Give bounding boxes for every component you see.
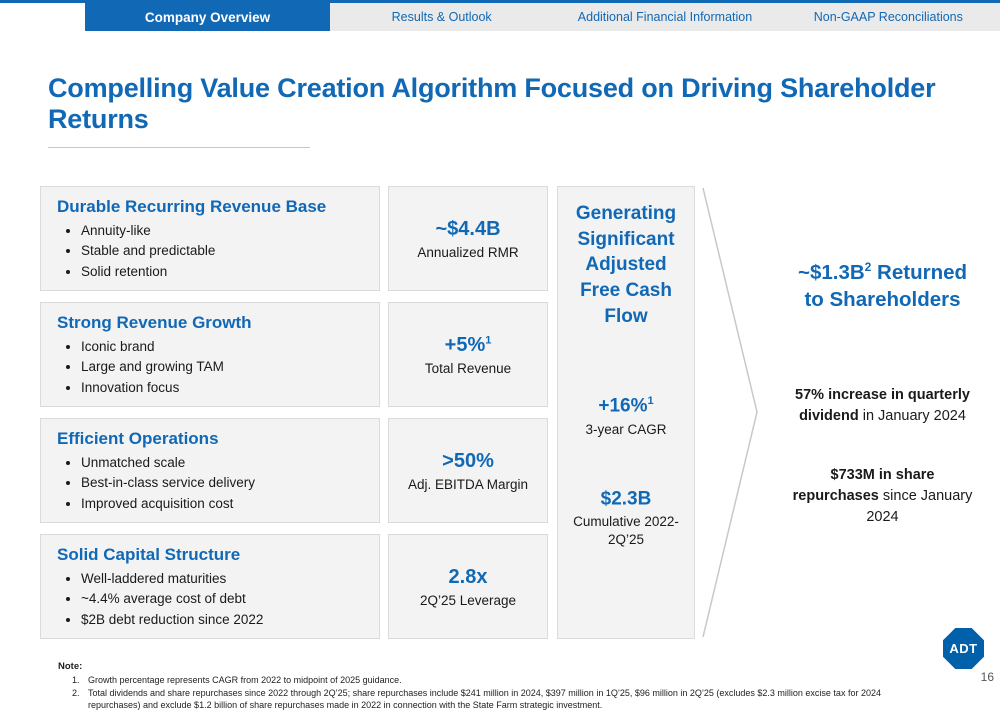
metric-label: Adj. EBITDA Margin xyxy=(407,476,529,492)
free-cash-flow-panel: Generating Significant Adjusted Free Cas… xyxy=(557,186,695,639)
bullet-item: Innovation focus xyxy=(81,378,365,398)
pillar-bullets: Annuity-like Stable and predictable Soli… xyxy=(57,221,365,282)
fcf-heading: Generating Significant Adjusted Free Cas… xyxy=(575,203,677,327)
return-item-repurchases: $733M in share repurchases since January… xyxy=(792,467,973,526)
tab-bar-inactive-region: Results & Outlook Additional Financial I… xyxy=(330,3,1000,31)
metric-adj-ebitda-margin: >50% Adj. EBITDA Margin xyxy=(388,418,548,523)
pillar-bullets: Iconic brand Large and growing TAM Innov… xyxy=(57,337,365,398)
tab-company-overview-label: Company Overview xyxy=(144,9,271,25)
pillar-heading: Efficient Operations xyxy=(57,429,219,448)
pillar-bullets: Well-laddered maturities ~4.4% average c… xyxy=(57,569,365,630)
bullet-item: Well-laddered maturities xyxy=(81,569,365,589)
tab-non-gaap-reconciliations[interactable]: Non-GAAP Reconciliations xyxy=(777,3,1000,31)
title-divider xyxy=(48,147,310,148)
bullet-item: $2B debt reduction since 2022 xyxy=(81,610,365,630)
pillar-heading: Strong Revenue Growth xyxy=(57,313,252,332)
metric-value: 2.8x xyxy=(448,565,488,588)
adt-logo: ADT xyxy=(943,628,984,669)
pillar-efficient-operations: Efficient Operations Unmatched scale Bes… xyxy=(40,418,380,523)
metric-value: >50% xyxy=(442,449,494,472)
pillar-heading: Solid Capital Structure xyxy=(57,545,241,564)
returns-headline: ~$1.3B2 Returned to Shareholders xyxy=(797,260,968,311)
metric-value: +5%1 xyxy=(444,333,492,356)
slide-title: Compelling Value Creation Algorithm Focu… xyxy=(48,73,936,134)
bullet-item: Best-in-class service delivery xyxy=(81,473,365,493)
metric-label: Total Revenue xyxy=(424,360,512,376)
pillar-durable-recurring-revenue: Durable Recurring Revenue Base Annuity-l… xyxy=(40,186,380,291)
tab-non-gaap-reconciliations-label: Non-GAAP Reconciliations xyxy=(813,10,963,24)
tab-results-outlook[interactable]: Results & Outlook xyxy=(330,3,553,31)
main-content: Durable Recurring Revenue Base Annuity-l… xyxy=(40,186,1000,639)
pillar-solid-capital-structure: Solid Capital Structure Well-laddered ma… xyxy=(40,534,380,639)
tab-bar-left-spacer xyxy=(0,3,85,31)
bullet-item: Stable and predictable xyxy=(81,241,365,261)
footnote-1: Growth percentage represents CAGR from 2… xyxy=(82,674,905,687)
return-item-dividend: 57% increase in quarterly dividend in Ja… xyxy=(795,387,970,425)
pillar-strong-revenue-growth: Strong Revenue Growth Iconic brand Large… xyxy=(40,302,380,407)
pillars-column: Durable Recurring Revenue Base Annuity-l… xyxy=(40,186,380,639)
fcf-stat-label: 3-year CAGR xyxy=(585,421,667,437)
metric-leverage: 2.8x 2Q’25 Leverage xyxy=(388,534,548,639)
bullet-item: Iconic brand xyxy=(81,337,365,357)
metric-label: 2Q’25 Leverage xyxy=(419,592,517,608)
bullet-item: Solid retention xyxy=(81,262,365,282)
top-tab-bar: Company Overview Results & Outlook Addit… xyxy=(0,0,1000,31)
bullet-item: Annuity-like xyxy=(81,221,365,241)
bullet-item: Large and growing TAM xyxy=(81,357,365,377)
metric-label: Annualized RMR xyxy=(417,244,519,260)
fcf-stat-cagr: +16%1 3-year CAGR xyxy=(566,395,686,438)
bullet-item: Improved acquisition cost xyxy=(81,494,365,514)
bullet-item: Unmatched scale xyxy=(81,453,365,473)
tab-additional-financial-information-label: Additional Financial Information xyxy=(577,10,753,24)
page-number: 16 xyxy=(980,670,994,684)
footnotes: Note: Growth percentage represents CAGR … xyxy=(58,661,905,712)
pillar-bullets: Unmatched scale Best-in-class service de… xyxy=(57,453,365,514)
chevron-right-icon xyxy=(702,187,758,638)
fcf-stat-cumulative: $2.3B Cumulative 2022-2Q’25 xyxy=(566,488,686,548)
bullet-item: ~4.4% average cost of debt xyxy=(81,589,365,609)
metric-annualized-rmr: ~$4.4B Annualized RMR xyxy=(388,186,548,291)
metric-total-revenue: +5%1 Total Revenue xyxy=(388,302,548,407)
adt-logo-text: ADT xyxy=(949,641,978,656)
tab-results-outlook-label: Results & Outlook xyxy=(391,10,492,24)
fcf-stat-value: +16%1 xyxy=(598,395,654,417)
fcf-stat-label: Cumulative 2022-2Q’25 xyxy=(573,514,679,547)
footnote-list: Growth percentage represents CAGR from 2… xyxy=(58,674,905,712)
pillar-heading: Durable Recurring Revenue Base xyxy=(57,197,327,216)
note-label: Note: xyxy=(58,661,83,672)
tab-company-overview[interactable]: Company Overview xyxy=(85,3,330,31)
shareholder-returns-panel: ~$1.3B2 Returned to Shareholders 57% inc… xyxy=(765,186,1000,528)
footnote-2: Total dividends and share repurchases si… xyxy=(82,687,905,712)
metric-value: ~$4.4B xyxy=(435,217,501,240)
metrics-column: ~$4.4B Annualized RMR +5%1 Total Revenue… xyxy=(388,186,548,639)
fcf-stat-value: $2.3B xyxy=(600,488,652,510)
tab-additional-financial-information[interactable]: Additional Financial Information xyxy=(553,3,776,31)
